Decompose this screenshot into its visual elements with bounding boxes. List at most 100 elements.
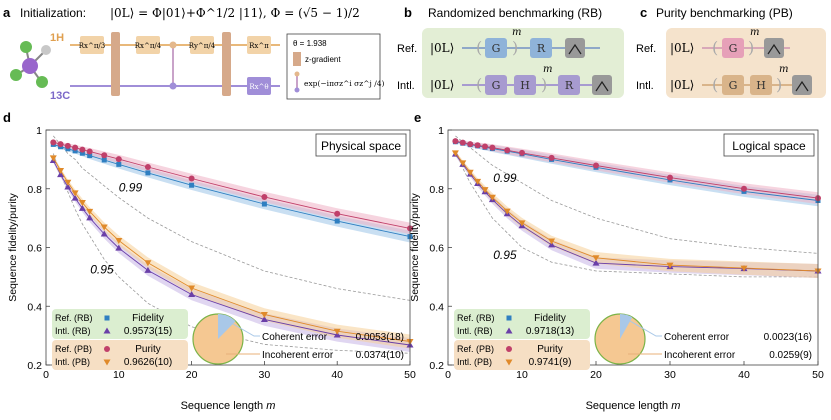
y-tick-label: 0.4 [429,301,444,313]
data-point [474,142,481,149]
x-tick-label: 30 [259,369,271,381]
svg-text:(: ( [712,38,718,57]
legend-marker [103,327,111,334]
legend-marker [506,315,512,321]
data-point [86,208,94,215]
data-point [333,328,341,335]
incoherent-error-label: Incoherent error [262,350,334,361]
data-point [86,148,93,155]
rb-intl-label: Intl. [397,80,415,92]
data-point [71,190,79,197]
h-label: 1H [50,32,64,44]
data-point [116,161,122,167]
svg-text:(: ( [476,38,482,57]
reference-curve-label: 0.95 [90,262,114,276]
legend-value: 0.9741(9) [529,357,572,368]
coherent-error-value: 0.0023(16) [764,332,812,343]
gate-rx-pi4: Rx^π/4 [135,36,162,54]
legend-value: Purity [135,344,161,355]
legend-marker [505,327,513,334]
legend-theta: θ = 1.938 [293,39,327,48]
legend-label: Intl. (RB) [55,326,91,336]
panel-c-title: Purity benchmarking (PB) [656,6,793,20]
gate-rx-theta: Rx^θ [247,77,271,95]
svg-text:H: H [756,79,766,92]
data-point [741,185,747,192]
y-axis-label: Sequence fidelity/purity [409,192,421,301]
rb-ref-gate-g [485,38,507,58]
rb-intl-gate-r [558,75,580,95]
rb-ref-label: Ref. [397,43,417,55]
svg-text:): ) [512,38,518,57]
z-gradient-bar-1 [111,32,120,96]
reference-curve-0.95 [52,153,411,354]
data-point [79,146,86,153]
data-point [452,138,459,145]
data-point [592,255,600,262]
rb-intl-gate-h [514,75,536,95]
x-tick-label: 40 [331,369,343,381]
svg-text:(: ( [712,75,718,94]
y-tick-label: 0.6 [429,243,444,255]
pb-intl-gate-h [750,75,772,95]
data-point [189,182,195,188]
svg-text:): ) [748,38,754,57]
data-point [518,220,526,227]
data-point [49,155,57,162]
y-tick-label: 1 [438,125,444,137]
data-point [261,201,267,207]
x-tick-label: 10 [516,369,528,381]
legend-label: Ref. (PB) [457,344,494,354]
data-point [467,141,474,148]
pb-intl-gate-g [722,75,744,95]
rb-intl-ket: |0L⟩ [430,78,454,92]
data-point [334,218,340,224]
chart-d: d 0.99 0.95 0 10 20 30 40 50 0.2 0.4 0.6 0.8 1 Sequenc… [3,110,416,412]
x-axis-label-m: m [671,400,680,412]
chart-title: Physical space [321,139,401,153]
data-point [503,208,511,215]
data-point [145,170,151,176]
data-point [188,291,196,297]
data-point [459,139,466,146]
title-box [723,133,815,157]
rb-intl-gate-g [485,75,507,95]
data-point [334,210,341,217]
svg-text:Rx^π/4: Rx^π/4 [135,42,162,50]
y-tick-label: 0.8 [429,184,444,196]
data-point [64,183,72,190]
svg-text:m: m [779,64,788,75]
confidence-band [455,152,818,278]
pb-ref-label: Ref. [636,43,656,55]
x-tick-label: 0 [445,369,451,381]
coherent-error-label: Coherent error [262,332,328,343]
data-point [86,214,94,221]
legend-marker [505,359,513,366]
legend-marker [103,359,111,366]
pb-ref-gate-g [722,38,744,58]
confidence-band [53,158,411,352]
reference-curve-label: 0.99 [493,171,517,185]
y-tick-label: 0.4 [27,301,42,313]
panel-a-letter: a [3,5,11,20]
data-point [100,224,108,231]
data-point [489,144,496,151]
data-point [144,266,152,273]
pb-intl-label: Intl. [636,80,654,92]
init-label: Initialization: [20,6,86,20]
chart-title: Logical space [732,139,806,153]
data-point [71,194,79,201]
coherent-callout-line [629,320,662,337]
panel-c: c Purity benchmarking (PB) Ref. Intl. |0… [636,5,826,98]
data-point [593,162,599,169]
circuit-legend: θ = 1.938 z-gradient exp(−iπσz^i σz^j /4… [286,33,385,100]
svg-text:G: G [492,79,501,92]
data-point [260,315,268,322]
data-point [667,174,673,181]
panel-b-title: Randomized benchmarking (RB) [428,6,602,20]
panel-c-bg [666,28,826,98]
confidence-band [53,140,411,235]
gate-ry-pi4: Ry^π/4 [189,36,216,54]
pb-ref-measure-icon [764,38,784,58]
svg-text:Ry^π/4: Ry^π/4 [189,42,216,50]
